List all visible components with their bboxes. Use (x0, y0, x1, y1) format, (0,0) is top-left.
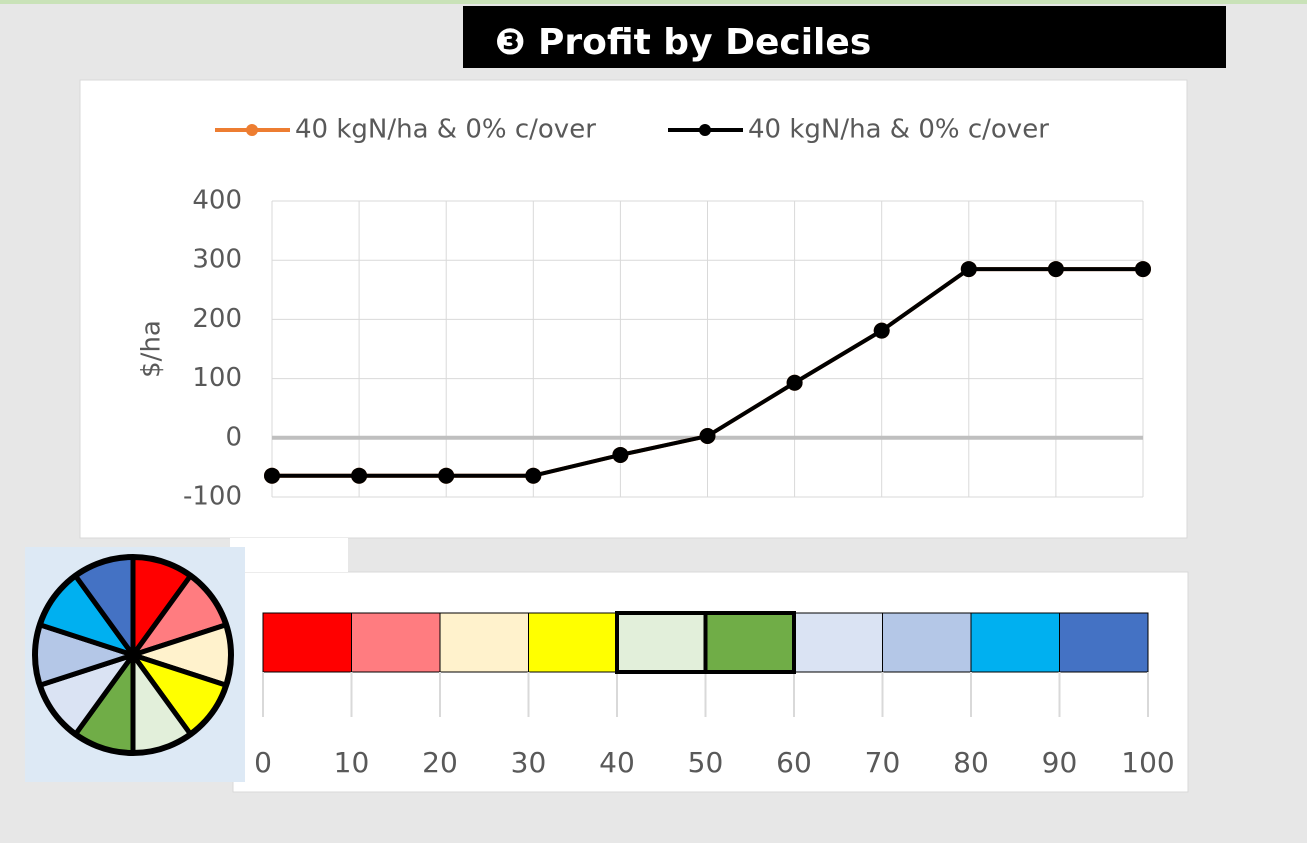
decile-cell (351, 612, 441, 673)
x-tick-label: 20 (422, 746, 458, 779)
y-tick-label: 300 (192, 245, 242, 275)
decile-cell (1059, 612, 1149, 673)
decile-cell (528, 612, 618, 673)
decile-cell (882, 612, 972, 673)
point (960, 261, 977, 278)
x-tick-label: 0 (254, 746, 272, 779)
legend-marker (699, 124, 711, 136)
point (612, 446, 629, 463)
decile-wheel (32, 554, 234, 756)
x-tick-label: 50 (688, 746, 724, 779)
decile-cell (793, 612, 883, 673)
point (351, 467, 368, 484)
legend-label: 40 kgN/ha & 0% c/over (748, 115, 1049, 145)
x-tick-label: 60 (776, 746, 812, 779)
scale-panel (232, 571, 1189, 793)
decile-cell (705, 612, 795, 673)
x-tick-label: 80 (953, 746, 989, 779)
highlight-cell (703, 611, 796, 674)
wheel-rim (32, 554, 234, 756)
y-tick-label: 400 (192, 186, 242, 216)
y-tick-label: 200 (192, 304, 242, 334)
point (438, 467, 455, 484)
x-tick-label: 30 (511, 746, 547, 779)
point (264, 467, 280, 484)
x-tick-label: 100 (1121, 746, 1174, 779)
point (525, 467, 542, 484)
point (1047, 261, 1064, 278)
chart: -100 0 100 200 300 400 $/ha 40 kgN/ha & 0% c/ov… (137, 115, 1151, 512)
y-tick-label: 0 (225, 422, 242, 452)
chart-panel (79, 79, 1188, 539)
x-tick-label: 90 (1042, 746, 1078, 779)
point (786, 374, 803, 391)
y-tick-label: -100 (183, 482, 242, 512)
point (873, 322, 890, 339)
decile-cell (616, 612, 706, 673)
y-axis-label: $/ha (137, 320, 167, 378)
x-tick-label: 70 (865, 746, 901, 779)
legend-marker (246, 124, 258, 136)
decile-scale: 0 10 20 30 40 50 60 70 80 90 100 (254, 611, 1175, 779)
legend-label: 40 kgN/ha & 0% c/over (295, 115, 596, 145)
title: ❸ Profit by Deciles (495, 22, 871, 63)
panel-tab (230, 538, 348, 572)
y-tick-label: 100 (192, 363, 242, 393)
top-strip (0, 0, 1307, 4)
x-tick-label: 40 (599, 746, 635, 779)
decile-cell (970, 612, 1060, 673)
decile-cell (262, 612, 352, 673)
x-tick-label: 10 (334, 746, 370, 779)
decile-cell (439, 612, 529, 673)
point (699, 428, 716, 445)
point (1135, 261, 1151, 278)
title-bar (463, 6, 1226, 68)
